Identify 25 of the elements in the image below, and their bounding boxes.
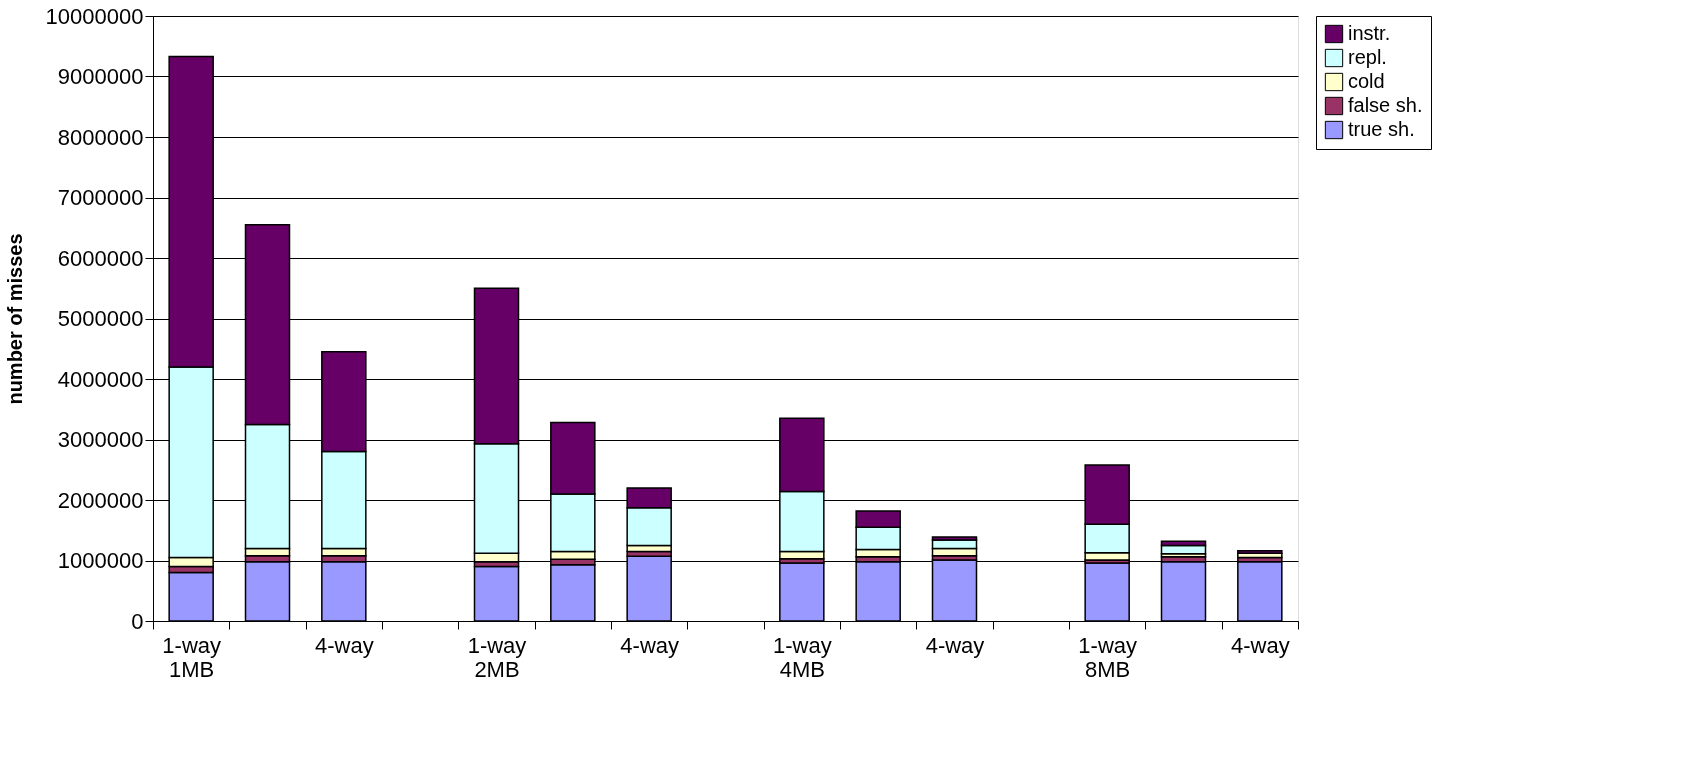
legend-label: cold bbox=[1348, 70, 1385, 92]
y-tick-label: 3000000 bbox=[57, 427, 144, 452]
x-tick-label: 1-way 4MB bbox=[772, 632, 832, 682]
y-tick-label: 10000000 bbox=[45, 3, 144, 29]
x-tick-label: 1-way 1MB bbox=[162, 632, 222, 682]
y-tick-label: 2000000 bbox=[57, 487, 144, 513]
y-axis-title: number of misses bbox=[3, 233, 26, 405]
y-tick-label: 0 bbox=[131, 608, 144, 634]
x-tick-label: 4-way bbox=[1230, 632, 1290, 658]
y-tick-label: 5000000 bbox=[57, 306, 144, 331]
y-tick-label: 4000000 bbox=[57, 366, 144, 392]
y-tick-label: 8000000 bbox=[57, 124, 144, 150]
legend-label: false sh. bbox=[1348, 94, 1423, 116]
x-tick-label: 1-way 2MB bbox=[467, 632, 527, 682]
y-tick-label: 7000000 bbox=[57, 185, 144, 210]
x-tick-label: 4-way bbox=[925, 632, 985, 658]
x-tick-label: 4-way bbox=[620, 632, 680, 658]
y-tick-label: 9000000 bbox=[57, 64, 144, 89]
y-tick-label: 6000000 bbox=[57, 245, 144, 271]
y-tick-label: 1000000 bbox=[57, 548, 144, 573]
legend-label: true sh. bbox=[1348, 118, 1415, 140]
legend-label: instr. bbox=[1348, 22, 1391, 44]
x-tick-label: 4-way bbox=[314, 632, 374, 658]
legend-label: repl. bbox=[1348, 46, 1387, 68]
x-tick-label: 1-way 8MB bbox=[1078, 632, 1138, 682]
